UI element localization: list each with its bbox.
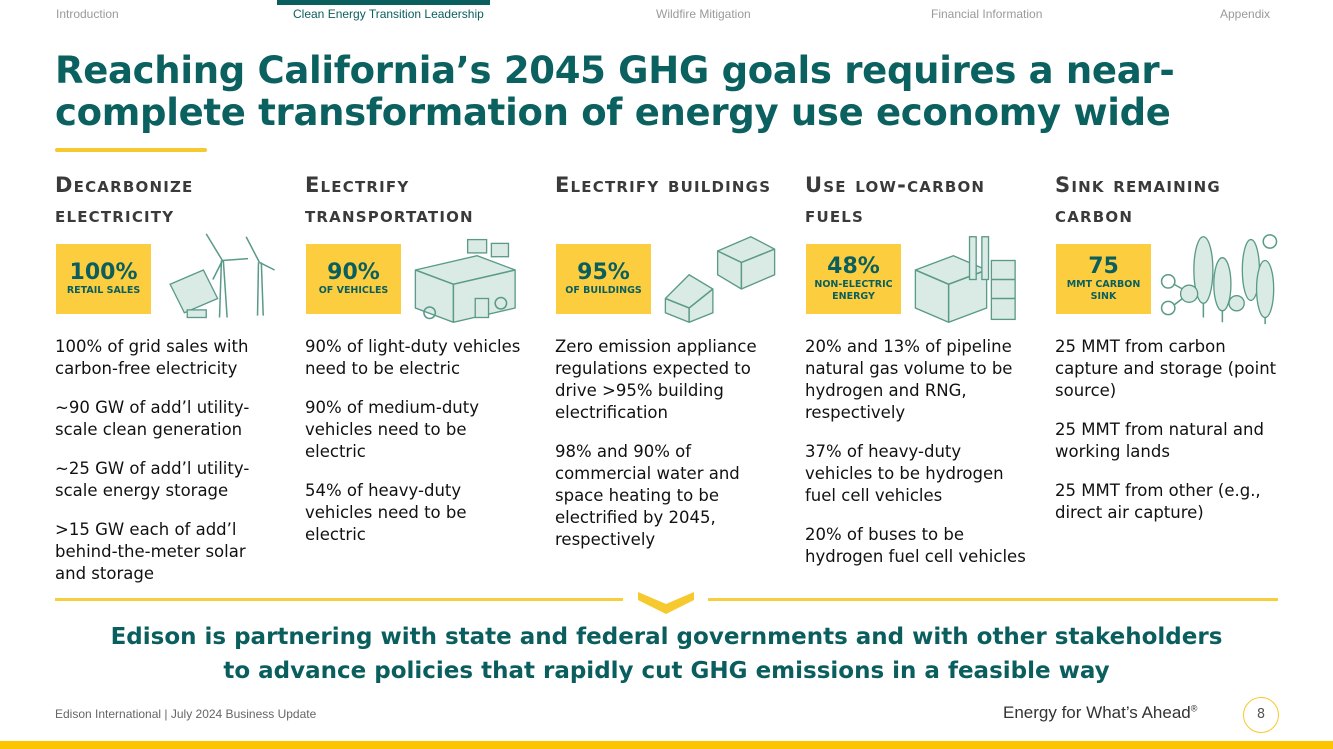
detail-item: ~25 GW of add’l utility-scale energy sto… [55,459,250,500]
bottom-bar [0,741,1333,749]
pillar-details: Zero emission appliance regulations expe… [555,336,780,568]
stat-box: 90% OF VEHICLES [306,244,401,314]
divider-left [55,598,623,601]
stat-label: OF BUILDINGS [565,285,642,296]
stat-box: 95% OF BUILDINGS [556,244,651,314]
stat-value: 48% [827,254,880,279]
divider-right [708,598,1278,601]
chevron-down-icon [638,592,694,614]
pillar-details: 90% of light-duty vehicles need to be el… [305,336,530,563]
detail-item: ~90 GW of add’l utility-scale clean gene… [55,398,250,439]
detail-item: 20% of buses to be hydrogen fuel cell ve… [805,525,1026,566]
stat-label: OF VEHICLES [318,285,389,296]
detail-item: 25 MMT from natural and working lands [1055,420,1264,461]
stat-value: 75 [1088,254,1119,279]
detail-item: 20% and 13% of pipeline natural gas volu… [805,337,1013,422]
page-number: 8 [1243,697,1279,733]
page-title: Reaching California’s 2045 GHG goals req… [55,49,1175,134]
buildings-icon [664,236,776,323]
title-underline [55,148,207,152]
stat-value: 90% [327,260,380,285]
nav-wildfire[interactable]: Wildfire Mitigation [656,7,751,21]
pillar-heading: Electrify buildings [555,173,772,197]
footer-slogan: Energy for What’s Ahead® [1003,703,1197,723]
trees-co2-icon [1160,234,1278,325]
pillar-details: 20% and 13% of pipeline natural gas volu… [805,336,1030,585]
slogan-text: Energy for What’s Ahead [1003,703,1191,722]
stat-label: MMT CARBON SINK [1066,279,1141,302]
pillar-details: 25 MMT from carbon capture and storage (… [1055,336,1280,541]
section-nav: Introduction Clean Energy Transition Lea… [0,0,1333,30]
nav-introduction[interactable]: Introduction [56,7,119,21]
tagline: Edison is partnering with state and fede… [0,620,1333,688]
stat-box: 75 MMT CARBON SINK [1056,244,1151,314]
detail-item: 100% of grid sales with carbon-free elec… [55,337,249,378]
factory-icon [914,236,1016,323]
stat-box: 100% RETAIL SALES [56,244,151,314]
stat-label: RETAIL SALES [66,285,141,296]
pillar-heading: Sink remaining carbon [1055,173,1221,227]
stat-box: 48% NON-ELECTRIC ENERGY [806,244,901,314]
active-section-indicator [277,0,490,5]
footer-source: Edison International | July 2024 Busines… [55,707,317,721]
nav-appendix[interactable]: Appendix [1220,7,1271,21]
detail-item: 98% and 90% of commercial water and spac… [555,442,740,549]
stat-value: 100% [69,260,138,285]
detail-item: 90% of light-duty vehicles need to be el… [305,337,521,378]
nav-clean-energy[interactable]: Clean Energy Transition Leadership [293,7,484,21]
pillar-column: Electrify transportation 90% OF VEHICLES … [305,170,540,544]
electric-bus-icon [414,238,516,323]
pillar-heading: Decarbonize electricity [55,173,194,227]
pillar-heading: Electrify transportation [305,173,474,227]
detail-item: 25 MMT from other (e.g., direct air capt… [1055,481,1261,522]
detail-item: 90% of medium-duty vehicles need to be e… [305,398,479,461]
registered-mark: ® [1190,703,1198,714]
pillar-heading: Use low-carbon fuels [805,173,986,227]
pillar-column: Decarbonize electricity 100% RETAIL SALES… [55,170,290,583]
pillar-details: 100% of grid sales with carbon-free elec… [55,336,280,602]
pillar-column: Sink remaining carbon 75 MMT CARBON SINK … [1055,170,1290,522]
detail-item: >15 GW each of add’l behind-the-meter so… [55,520,246,583]
wind-solar-icon [169,233,275,319]
pillar-column: Electrify buildings 95% OF BUILDINGS Zero… [555,170,790,549]
detail-item: 54% of heavy-duty vehicles need to be el… [305,481,467,544]
nav-financial[interactable]: Financial Information [931,7,1043,21]
detail-item: 25 MMT from carbon capture and storage (… [1055,337,1277,400]
stat-value: 95% [577,260,630,285]
detail-item: 37% of heavy-duty vehicles to be hydroge… [805,442,1004,505]
tagline-line-2: to advance policies that rapidly cut GHG… [223,658,1110,684]
tagline-line-1: Edison is partnering with state and fede… [110,624,1223,650]
detail-item: Zero emission appliance regulations expe… [555,337,757,422]
stat-label: NON-ELECTRIC ENERGY [814,279,893,302]
pillar-column: Use low-carbon fuels 48% NON-ELECTRIC ENE… [805,170,1040,566]
